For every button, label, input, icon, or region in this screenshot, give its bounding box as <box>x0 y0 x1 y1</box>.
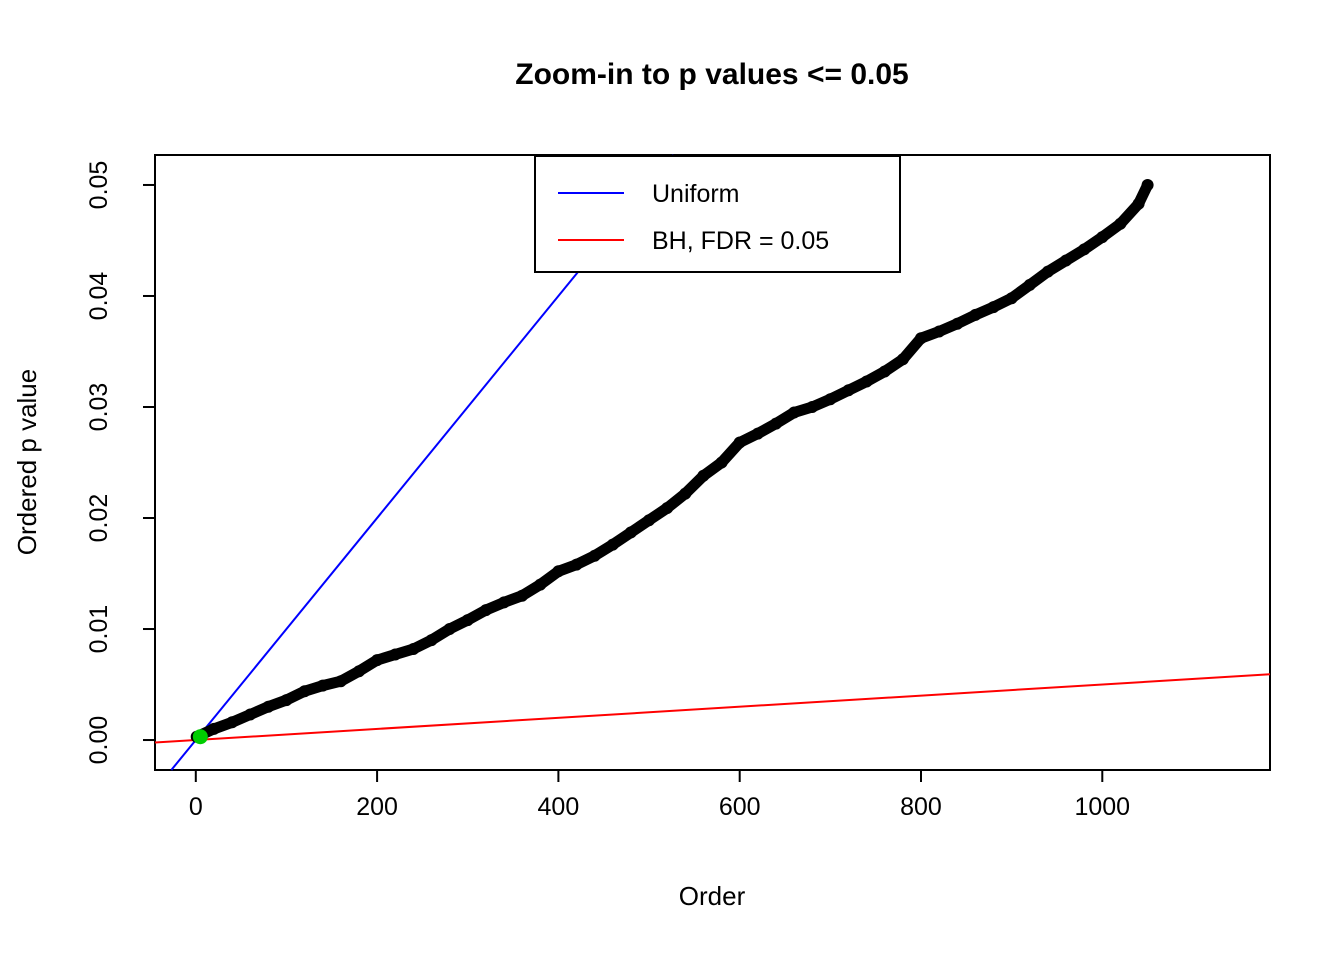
y-tick-label: 0.01 <box>85 605 113 654</box>
pvalue-point <box>951 317 964 330</box>
pvalue-point <box>1141 179 1154 191</box>
pvalue-point <box>1114 217 1127 230</box>
pvalue-point <box>407 643 420 655</box>
pvalue-point <box>207 722 220 735</box>
legend-label-bh: BH, FDR = 0.05 <box>652 227 829 255</box>
y-tick-label: 0.05 <box>85 161 113 210</box>
pvalue-point <box>624 526 637 539</box>
pvalue-point <box>534 578 547 591</box>
x-tick-label: 0 <box>189 793 203 821</box>
pvalue-point <box>987 301 1000 314</box>
x-tick-label: 800 <box>900 793 942 821</box>
pvalue-point <box>298 685 311 698</box>
pvalue-point <box>226 716 239 729</box>
pvalue-point <box>570 558 583 571</box>
pvalue-point <box>733 436 746 449</box>
pvalue-point <box>443 623 456 635</box>
pvalue-point <box>878 365 891 378</box>
pvalue-point <box>896 353 909 366</box>
pvalue-point <box>1132 197 1145 210</box>
pvalue-point <box>1060 254 1072 267</box>
pvalue-point <box>715 456 728 469</box>
x-tick-label: 1000 <box>1074 793 1130 821</box>
x-tick-label: 600 <box>719 793 761 821</box>
pvalue-point <box>788 406 801 419</box>
legend-box <box>534 155 901 273</box>
pvalue-point <box>969 308 982 321</box>
pvalue-point <box>824 393 837 406</box>
pvalue-point <box>461 614 474 627</box>
pvalue-point <box>552 565 565 578</box>
pvalue-point <box>516 589 529 602</box>
pvalue-point <box>425 634 438 647</box>
pvalue-point <box>679 487 692 500</box>
x-tick-label: 200 <box>356 793 398 821</box>
pvalue-point <box>933 325 946 338</box>
pvalue-point <box>1005 292 1018 305</box>
y-tick-label: 0.02 <box>85 494 113 543</box>
pvalue-point <box>1023 278 1036 291</box>
pvalue-point <box>371 654 384 667</box>
pvalue-point <box>244 708 257 721</box>
bh-significant-point <box>192 729 208 745</box>
plot-layer: 0 200 400 600 800 1000 0.00 0.01 0.02 0.03 0.04 0.0… <box>85 154 1271 821</box>
pvalue-point <box>1078 243 1091 256</box>
y-tick-label: 0.04 <box>85 272 113 321</box>
pvalue-point <box>806 401 819 413</box>
pvalue-point <box>316 679 329 692</box>
pvalue-point <box>389 648 402 661</box>
pvalue-point <box>770 417 782 430</box>
bh-fdr-line <box>154 673 1271 744</box>
y-tick-label: 0.03 <box>85 383 113 432</box>
pvalue-point <box>353 665 365 678</box>
pvalue-point <box>606 538 619 551</box>
x-tick-label: 400 <box>538 793 580 821</box>
pvalue-point <box>643 514 655 527</box>
pvalue-point <box>262 700 275 713</box>
pvalue-point <box>751 427 764 440</box>
y-axis-label: Ordered p value <box>12 369 42 555</box>
pvalue-point <box>661 502 674 514</box>
x-axis-label: Order <box>679 881 746 911</box>
pvalue-point <box>915 332 927 345</box>
pvalue-point <box>588 549 601 562</box>
chart-title: Zoom-in to p values <= 0.05 <box>515 58 908 91</box>
pvalue-point <box>498 596 510 609</box>
pvalue-point <box>842 384 855 397</box>
pvalue-point <box>697 469 710 482</box>
pvalue-point <box>479 604 492 617</box>
pvalue-point <box>860 375 873 388</box>
y-tick-label: 0.00 <box>85 716 113 765</box>
pvalue-point <box>1041 265 1054 278</box>
pvalue-point <box>280 694 293 707</box>
legend-label-uniform: Uniform <box>652 180 740 208</box>
pvalue-point <box>1096 231 1109 244</box>
pvalue-point <box>334 675 347 688</box>
